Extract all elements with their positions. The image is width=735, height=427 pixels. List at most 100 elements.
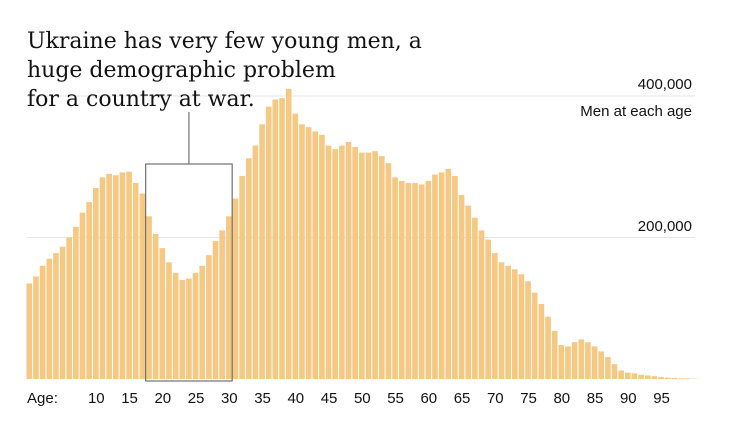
bar-age-53 — [378, 156, 385, 379]
x-tick-label-20: 20 — [154, 390, 171, 407]
bar-age-31 — [232, 198, 239, 379]
bar-age-39 — [285, 88, 292, 380]
bar-age-58 — [412, 183, 418, 379]
bar-age-68 — [478, 230, 485, 379]
bar-age-90 — [625, 372, 631, 379]
bar-age-87 — [605, 357, 611, 379]
bar-age-4 — [53, 253, 59, 379]
y-tick-label-200000: 200,000 — [638, 218, 692, 235]
bar-age-79 — [551, 330, 558, 379]
bar-age-14 — [119, 172, 126, 379]
bar-age-6 — [66, 237, 73, 379]
x-tick-label-75: 75 — [520, 390, 537, 407]
bar-age-30 — [226, 216, 232, 379]
bar-age-8 — [79, 212, 86, 379]
bar-age-63 — [445, 168, 452, 379]
bar-age-15 — [126, 171, 132, 379]
bar-age-22 — [172, 272, 179, 379]
x-tick-label-15: 15 — [121, 390, 138, 407]
x-tick-label-65: 65 — [454, 390, 471, 407]
bar-age-19 — [152, 233, 159, 379]
bar-age-78 — [545, 316, 551, 379]
bar-age-45 — [325, 145, 332, 379]
y-tick-label-400000: 400,000 — [638, 76, 692, 93]
bar-age-0 — [26, 283, 33, 379]
bar-age-91 — [631, 373, 638, 379]
bar-age-54 — [385, 163, 392, 379]
bar-age-2 — [39, 265, 46, 379]
bar-age-83 — [578, 339, 585, 379]
x-tick-label-50: 50 — [354, 390, 371, 407]
bar-age-71 — [498, 262, 505, 379]
bar-age-18 — [146, 216, 152, 379]
x-tick-label-35: 35 — [254, 390, 271, 407]
bar-age-96 — [664, 377, 671, 379]
bar-age-48 — [345, 141, 352, 379]
bar-age-50 — [359, 152, 365, 379]
bar-age-56 — [398, 180, 405, 379]
bar-age-57 — [405, 183, 412, 379]
bar-age-94 — [651, 376, 658, 379]
bar-age-36 — [265, 106, 272, 380]
bar-age-88 — [611, 364, 618, 379]
x-tick-label-60: 60 — [420, 390, 437, 407]
bar-age-99 — [684, 378, 691, 379]
bar-age-93 — [644, 375, 651, 379]
x-tick-label-90: 90 — [620, 390, 637, 407]
bar-age-25 — [192, 272, 199, 379]
bar-age-33 — [245, 158, 252, 379]
x-tick-label-40: 40 — [287, 390, 304, 407]
x-tick-label-25: 25 — [188, 390, 205, 407]
bar-age-29 — [219, 230, 225, 379]
bar-age-61 — [432, 174, 438, 379]
bar-age-69 — [485, 239, 491, 379]
bar-age-52 — [372, 151, 378, 379]
bar-age-26 — [199, 265, 206, 379]
bar-age-27 — [206, 255, 212, 379]
bar-age-3 — [46, 258, 53, 379]
bar-age-20 — [159, 248, 166, 379]
bar-age-95 — [658, 376, 664, 379]
bar-age-89 — [618, 370, 624, 379]
x-tick-label-45: 45 — [321, 390, 338, 407]
bar-age-92 — [638, 374, 644, 379]
bar-age-7 — [73, 226, 79, 379]
bar-age-37 — [272, 99, 279, 379]
unit-label: Men at each age — [580, 103, 692, 120]
bar-age-77 — [538, 304, 545, 379]
bar-age-66 — [465, 205, 472, 379]
bar-age-82 — [571, 342, 578, 379]
bar-age-75 — [525, 281, 531, 379]
bar-age-74 — [518, 274, 525, 379]
bar-age-40 — [292, 113, 299, 379]
bar-age-44 — [319, 134, 325, 379]
x-tick-label-95: 95 — [653, 390, 670, 407]
bar-age-28 — [212, 241, 219, 379]
bar-age-1 — [33, 276, 39, 379]
bar-age-65 — [458, 195, 465, 379]
bar-age-62 — [438, 172, 445, 379]
bar-age-41 — [299, 124, 305, 379]
bar-age-13 — [112, 175, 119, 379]
bar-age-21 — [166, 262, 172, 379]
bar-age-34 — [252, 145, 259, 379]
bar-age-9 — [86, 202, 92, 379]
bar-age-17 — [139, 193, 146, 379]
bar-age-86 — [598, 351, 605, 379]
x-ticks-group: 10 15 20 25 30 35 40 45 50 55 60 65 70 75 80 85 90 95 — [88, 390, 670, 407]
bar-age-32 — [239, 175, 245, 379]
bar-age-81 — [565, 346, 571, 379]
x-tick-label-85: 85 — [587, 390, 604, 407]
bar-age-98 — [678, 378, 684, 379]
x-tick-label-55: 55 — [387, 390, 404, 407]
bar-age-60 — [425, 180, 432, 379]
x-tick-label-70: 70 — [487, 390, 504, 407]
chart-title-line-1: Ukraine has very few young men, a — [27, 29, 422, 54]
bar-age-97 — [671, 377, 678, 379]
bar-age-49 — [352, 146, 358, 379]
bar-age-12 — [106, 173, 112, 379]
bar-age-84 — [585, 342, 591, 379]
bar-age-11 — [99, 177, 106, 379]
